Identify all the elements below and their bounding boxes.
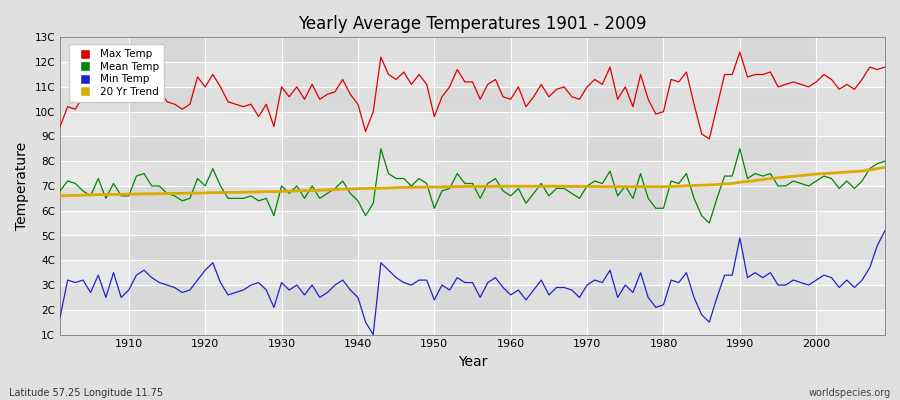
Bar <box>282 37 358 334</box>
Bar <box>740 37 816 334</box>
Bar <box>587 37 663 334</box>
Text: worldspecies.org: worldspecies.org <box>809 388 891 398</box>
Bar <box>60 186 885 211</box>
Bar <box>60 236 885 260</box>
Legend: Max Temp, Mean Temp, Min Temp, 20 Yr Trend: Max Temp, Mean Temp, Min Temp, 20 Yr Tre… <box>69 44 164 102</box>
Title: Yearly Average Temperatures 1901 - 2009: Yearly Average Temperatures 1901 - 2009 <box>298 15 647 33</box>
Bar <box>60 211 885 236</box>
Bar <box>60 136 885 161</box>
Bar <box>510 37 587 334</box>
Bar <box>60 112 885 136</box>
Bar <box>60 37 129 334</box>
Bar <box>358 37 435 334</box>
Bar <box>60 62 885 87</box>
Bar <box>60 87 885 112</box>
Bar <box>816 37 885 334</box>
Bar <box>129 37 205 334</box>
X-axis label: Year: Year <box>458 355 487 369</box>
Bar <box>60 285 885 310</box>
Bar <box>663 37 740 334</box>
Y-axis label: Temperature: Temperature <box>15 142 29 230</box>
Bar <box>60 310 885 334</box>
Bar <box>435 37 510 334</box>
Text: Latitude 57.25 Longitude 11.75: Latitude 57.25 Longitude 11.75 <box>9 388 163 398</box>
Bar <box>60 260 885 285</box>
Bar <box>205 37 282 334</box>
Bar <box>60 37 885 62</box>
Bar <box>60 161 885 186</box>
